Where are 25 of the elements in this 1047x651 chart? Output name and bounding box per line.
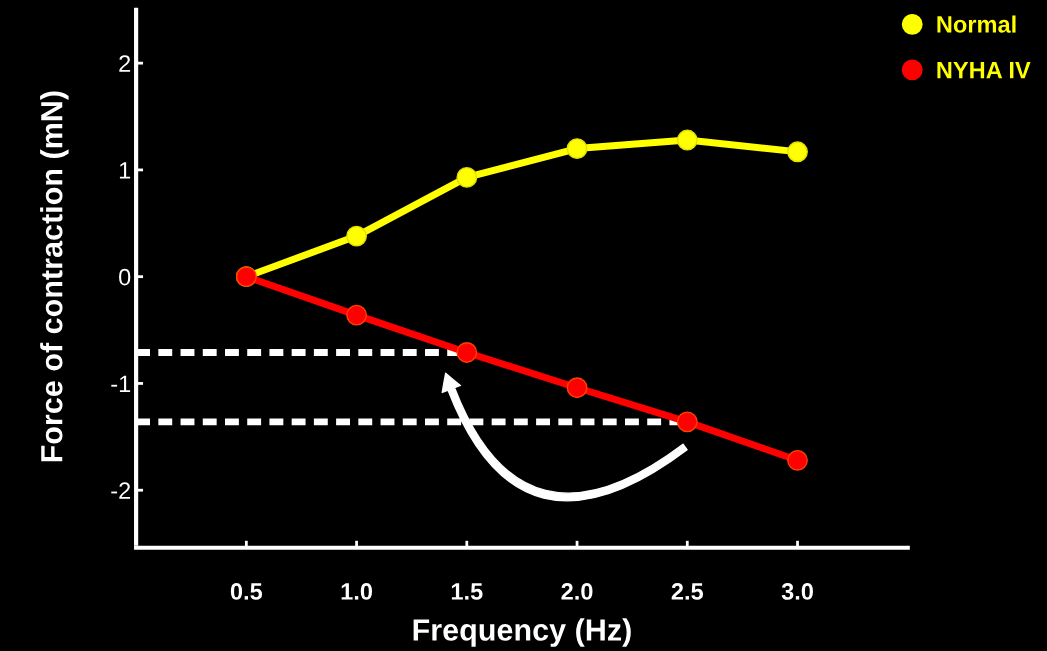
x-axis-title: Frequency (Hz) xyxy=(413,618,631,647)
x-tick-label: 2.5 xyxy=(671,583,704,600)
x-tick-label: 2.0 xyxy=(561,583,593,600)
x-tick-label: 1.5 xyxy=(451,583,483,600)
y-axis-title: Force of contraction (mN) xyxy=(40,91,69,462)
point xyxy=(456,342,478,363)
point xyxy=(346,304,367,326)
y-tick-label: 2 xyxy=(119,55,131,72)
y-tick-label: 1 xyxy=(119,162,131,179)
legend-label: Normal xyxy=(937,15,1016,33)
point xyxy=(676,129,698,151)
point xyxy=(346,225,367,247)
point xyxy=(566,377,588,399)
y-tick-label: 0 xyxy=(119,268,131,286)
y-tick-label: -2 xyxy=(111,482,131,499)
point xyxy=(787,449,808,471)
point xyxy=(456,166,478,188)
point xyxy=(787,141,808,163)
y-tick-label: -1 xyxy=(111,375,131,392)
legend-label: NYHA IV xyxy=(937,61,1031,79)
x-tick-label: 3.0 xyxy=(781,583,813,600)
point xyxy=(676,411,698,433)
x-tick-label: 1.0 xyxy=(341,583,373,600)
x-tick-label: 0.5 xyxy=(230,583,263,600)
point xyxy=(566,138,588,159)
